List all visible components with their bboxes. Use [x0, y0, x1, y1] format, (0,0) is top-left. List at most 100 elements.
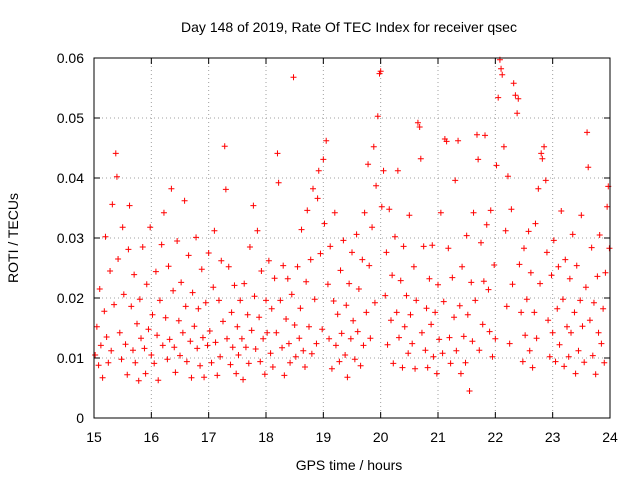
data-point [360, 342, 367, 349]
data-point [241, 280, 248, 287]
data-point [453, 347, 460, 354]
chart-title: Day 148 of 2019, Rate Of TEC Index for r… [181, 19, 517, 35]
data-point [332, 342, 339, 349]
data-point [426, 275, 433, 282]
data-point [361, 209, 368, 216]
data-point [215, 297, 222, 304]
data-point [165, 263, 172, 270]
data-point [577, 297, 584, 304]
data-point [464, 311, 471, 318]
data-point [489, 353, 496, 360]
data-point [149, 311, 156, 318]
data-point [590, 299, 597, 306]
data-point [545, 317, 552, 324]
data-point [351, 356, 358, 363]
data-point [561, 363, 568, 370]
data-point [492, 335, 499, 342]
data-point [359, 256, 366, 263]
data-point [459, 263, 466, 270]
data-point [475, 156, 482, 163]
data-point [93, 323, 100, 330]
x-tick-label: 21 [430, 429, 446, 445]
data-point [244, 311, 251, 318]
data-point [532, 220, 539, 227]
data-point [392, 233, 398, 240]
data-point [354, 328, 361, 335]
data-point [595, 329, 602, 336]
data-point [118, 356, 125, 363]
data-point [447, 360, 454, 367]
data-point [546, 353, 553, 360]
data-point [417, 155, 424, 162]
data-point [315, 167, 322, 174]
data-point [320, 156, 327, 163]
data-point [485, 286, 492, 293]
data-point [119, 224, 126, 231]
data-point [277, 297, 284, 304]
data-point [516, 261, 523, 268]
data-point [185, 252, 192, 259]
data-point [234, 323, 241, 330]
data-point [208, 359, 215, 366]
data-point [143, 281, 150, 288]
y-tick-label: 0 [76, 410, 84, 426]
data-point [531, 309, 538, 316]
data-point [310, 185, 317, 192]
data-point [443, 138, 450, 145]
y-tick-label: 0.02 [57, 290, 84, 306]
data-point [214, 372, 221, 379]
data-point [274, 150, 281, 157]
data-point [498, 65, 505, 72]
data-point [284, 275, 291, 282]
data-point [231, 282, 238, 289]
data-point [588, 244, 595, 251]
data-point [136, 296, 143, 303]
y-tick-label: 0.04 [57, 170, 84, 186]
data-point [210, 284, 217, 291]
data-point [324, 281, 331, 288]
data-point [201, 374, 208, 381]
data-point [193, 234, 200, 241]
data-point [308, 350, 315, 357]
data-point [258, 268, 265, 274]
data-point [571, 309, 578, 316]
data-point [596, 232, 603, 238]
data-point [472, 297, 479, 304]
data-point [423, 305, 430, 312]
data-point [240, 376, 247, 383]
data-point [523, 296, 530, 303]
data-point [357, 362, 364, 369]
data-point [128, 303, 135, 310]
data-point [602, 269, 609, 276]
data-point [271, 275, 278, 282]
data-point [514, 110, 521, 117]
data-point [256, 314, 263, 321]
data-point [125, 246, 132, 253]
data-point [440, 298, 447, 305]
x-axis-title: GPS time / hours [296, 457, 403, 473]
data-point [222, 186, 229, 193]
data-point [275, 179, 282, 186]
data-point [252, 346, 259, 352]
data-point [410, 263, 417, 270]
data-point [198, 266, 205, 273]
data-point [424, 364, 431, 371]
data-point [343, 302, 350, 309]
data-point [433, 370, 440, 377]
x-tick-label: 15 [86, 429, 102, 445]
data-point [478, 239, 484, 246]
data-point [522, 332, 529, 339]
data-point [101, 308, 108, 315]
data-point [452, 177, 459, 184]
data-point [142, 370, 149, 377]
data-point [549, 329, 556, 336]
y-tick-label: 0.01 [57, 350, 84, 366]
data-point [594, 273, 601, 280]
data-point [245, 360, 252, 367]
data-point [174, 238, 181, 244]
x-tick-label: 24 [602, 429, 618, 445]
data-point [116, 329, 123, 336]
data-point [254, 227, 261, 234]
data-point [482, 132, 489, 139]
data-point [107, 268, 114, 274]
